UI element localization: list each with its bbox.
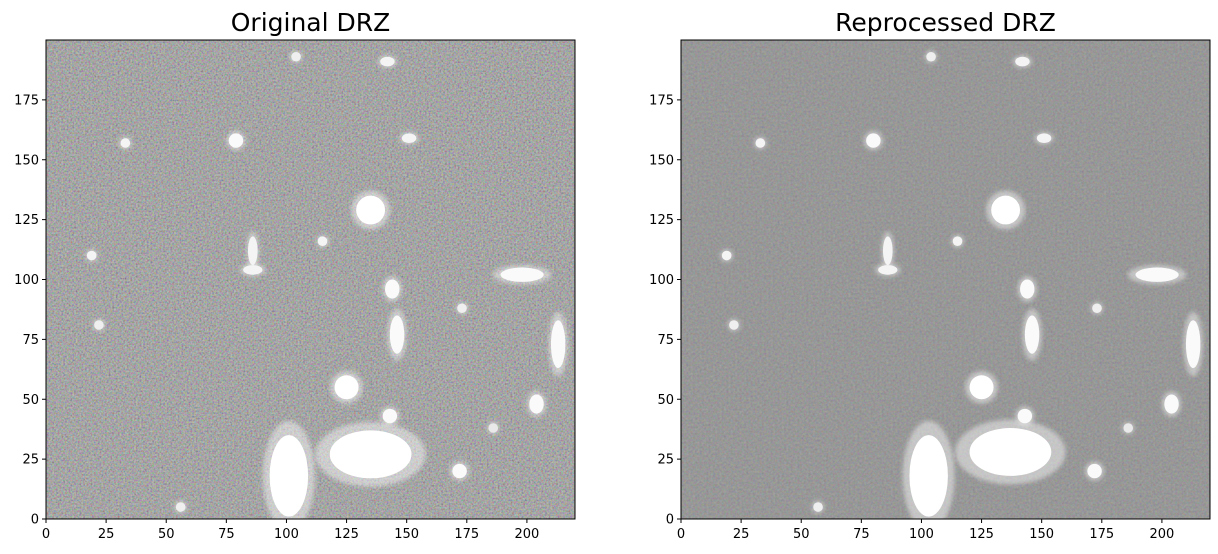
source-24 [1123,423,1134,433]
chart-title: Original DRZ [231,8,391,37]
y-tick-label: 125 [14,213,39,228]
source-5 [991,195,1021,225]
image-area [46,40,575,519]
source-11 [452,463,467,479]
y-tick-label: 50 [657,393,674,408]
x-tick-label: 25 [733,527,750,542]
y-tick-label: 100 [14,273,39,288]
source-4 [1017,408,1033,424]
x-tick-label: 175 [454,527,479,542]
x-tick-label: 75 [853,527,870,542]
x-tick-label: 150 [394,527,419,542]
x-tick-label: 200 [514,527,539,542]
source-20 [94,320,104,330]
x-tick-label: 75 [218,527,235,542]
y-tick-label: 150 [649,153,674,168]
source-12 [866,133,881,148]
source-3 [334,375,359,400]
source-16 [317,236,328,246]
panel-2: 0 25 50 75 100 125 150 175 200 0 25 50 75 100 125 150 17… [649,8,1211,542]
source-6 [389,315,405,354]
x-tick-label: 125 [969,527,994,542]
source-15 [401,133,417,143]
source-3 [969,375,994,400]
source-8 [1135,267,1179,282]
y-tick-label: 50 [22,393,39,408]
chart-title: Reprocessed DRZ [835,8,1056,37]
source-11 [1087,463,1102,479]
source-7 [1020,279,1035,299]
x-tick-label: 175 [1089,527,1114,542]
source-7 [385,279,400,299]
source-13 [120,138,131,148]
source-19 [86,250,97,261]
x-tick-label: 100 [909,527,934,542]
y-tick-label: 100 [649,273,674,288]
image-noise [46,40,575,519]
x-tick-label: 25 [98,527,115,542]
source-6 [1024,315,1040,354]
x-tick-label: 50 [158,527,175,542]
source-13 [755,138,766,148]
source-23 [175,502,186,512]
source-17 [247,236,258,266]
source-17 [882,236,893,266]
source-23 [813,502,823,512]
source-14 [380,56,395,67]
source-1 [909,435,948,517]
y-tick-label: 75 [657,333,674,348]
source-4 [382,408,398,424]
source-18 [878,265,898,275]
x-tick-label: 0 [42,527,50,542]
x-tick-label: 150 [1029,527,1054,542]
source-22 [926,51,936,62]
source-10 [529,394,544,414]
source-21 [457,303,467,314]
source-24 [488,423,499,433]
y-tick-label: 175 [649,93,674,108]
x-tick-label: 0 [677,527,685,542]
source-1 [269,435,309,517]
x-tick-label: 125 [334,527,359,542]
source-22 [291,51,301,62]
source-9 [1185,320,1201,369]
source-2 [329,430,412,479]
y-tick-label: 0 [666,513,674,528]
source-14 [1015,56,1030,67]
x-tick-label: 100 [274,527,299,542]
source-20 [729,320,739,330]
image-area [681,40,1210,519]
y-tick-label: 75 [22,333,39,348]
source-21 [1092,303,1102,314]
source-19 [721,250,732,261]
panel-1: 0 25 50 75 100 125 150 175 200 0 25 50 75 100 125 150 17… [14,8,576,542]
y-tick-label: 175 [14,93,39,108]
y-tick-label: 25 [22,453,39,468]
y-tick-label: 150 [14,153,39,168]
source-8 [500,267,544,282]
source-2 [969,427,1052,476]
source-9 [550,320,566,369]
source-18 [243,265,263,275]
source-10 [1164,394,1179,414]
source-5 [356,195,386,225]
y-tick-label: 125 [649,213,674,228]
source-15 [1036,133,1052,143]
source-12 [228,133,244,148]
y-tick-label: 0 [31,513,39,528]
y-tick-label: 25 [657,453,674,468]
source-16 [952,236,963,246]
x-tick-label: 200 [1149,527,1174,542]
x-tick-label: 50 [793,527,810,542]
